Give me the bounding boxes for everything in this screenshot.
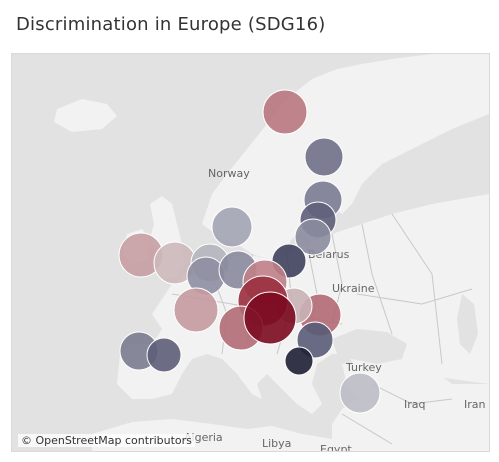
label-ukraine: Ukraine: [332, 282, 375, 295]
marker-cyprus[interactable]: [339, 372, 381, 414]
label-iraq: Iraq: [404, 398, 426, 411]
marker-denmark[interactable]: [211, 206, 253, 248]
label-turkey: Turkey: [345, 361, 382, 374]
black-sea: [332, 329, 407, 364]
label-norway: Norway: [208, 167, 250, 180]
map-canvas[interactable]: Norway Belarus Ukraine Turkey Iraq Iran …: [12, 54, 489, 451]
marker-finland[interactable]: [304, 137, 344, 177]
country-markers[interactable]: [118, 89, 381, 414]
map-attribution[interactable]: © OpenStreetMap contributors: [18, 434, 195, 447]
marker-croatia[interactable]: [243, 291, 297, 345]
marker-greece[interactable]: [284, 346, 314, 376]
marker-france[interactable]: [173, 287, 219, 333]
label-iran: Iran: [464, 398, 486, 411]
marker-lithuania[interactable]: [294, 218, 332, 256]
page-title: Discrimination in Europe (SDG16): [16, 14, 326, 35]
caspian-sea: [457, 294, 478, 354]
marker-sweden[interactable]: [262, 89, 308, 135]
iceland-landmass: [54, 99, 117, 132]
label-egypt: Egypt: [320, 443, 352, 451]
map-view[interactable]: Norway Belarus Ukraine Turkey Iraq Iran …: [11, 53, 490, 452]
marker-spain[interactable]: [146, 337, 182, 373]
label-libya: Libya: [262, 437, 291, 450]
